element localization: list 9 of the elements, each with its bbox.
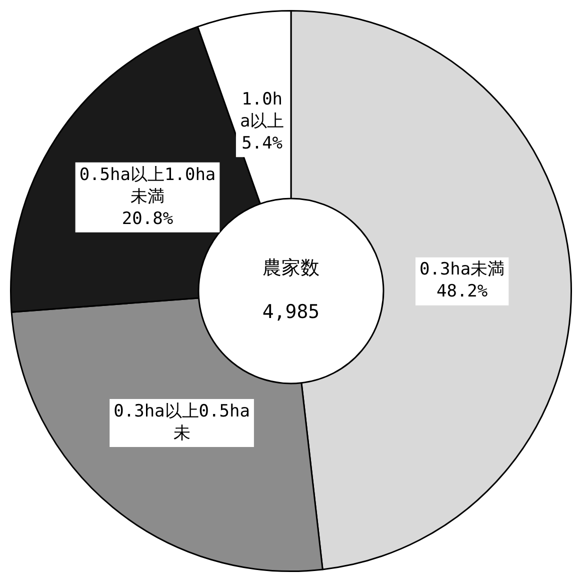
text: 4,985 (262, 300, 320, 323)
slice-label: 0.5ha以上1.0ha未満 (79, 164, 216, 207)
slice-label: 0.3ha未満 (419, 260, 505, 280)
slice-label: 0.3ha以上0.5ha未 (114, 401, 250, 444)
data-label: 20.8% (122, 208, 174, 229)
slice-label: 1.0ha以上 (240, 90, 284, 132)
data-label: 5.4% (242, 134, 283, 154)
data-label: 48.2% (436, 282, 488, 302)
text: 農家数 (262, 256, 320, 279)
